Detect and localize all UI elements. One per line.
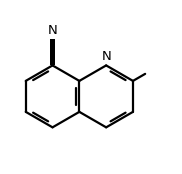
Text: N: N	[101, 50, 111, 63]
Text: N: N	[48, 24, 57, 37]
